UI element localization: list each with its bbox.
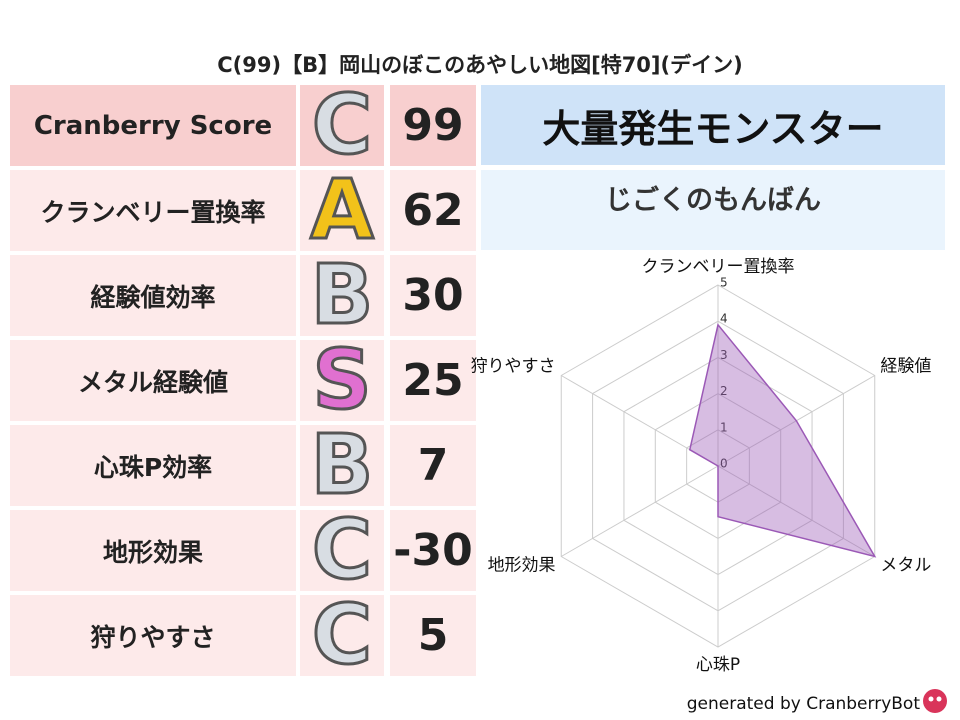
bot-icon bbox=[923, 689, 947, 713]
footer: generated by CranberryBot bbox=[686, 694, 920, 714]
r-tick-label: 1 bbox=[720, 420, 728, 434]
row-value: 5 bbox=[390, 595, 476, 676]
axis-spoke bbox=[560, 465, 719, 557]
r-tick-label: 0 bbox=[720, 457, 728, 471]
grade-letter: B bbox=[300, 417, 384, 515]
row-label: 地形効果 bbox=[10, 510, 296, 591]
row-value: 30 bbox=[390, 255, 476, 336]
row-value: -30 bbox=[390, 510, 476, 591]
row-value: 62 bbox=[390, 170, 476, 251]
row-value: 25 bbox=[390, 340, 476, 421]
category-label: クランベリー置換率 bbox=[642, 257, 795, 277]
grade-letter: C bbox=[300, 502, 384, 600]
row-label: 狩りやすさ bbox=[10, 595, 296, 676]
row-label: 心珠P効率 bbox=[10, 425, 296, 506]
grade-letter: C bbox=[300, 77, 384, 175]
row-value: 99 bbox=[390, 85, 476, 166]
grade-letter: A bbox=[300, 162, 384, 260]
icon-eye bbox=[936, 696, 942, 702]
monster-name: じごくのもんばん bbox=[481, 170, 945, 250]
category-label: 経験値 bbox=[880, 356, 931, 376]
category-label: メタル bbox=[880, 556, 931, 576]
row-label: Cranberry Score bbox=[10, 85, 296, 166]
r-tick-label: 5 bbox=[720, 276, 728, 290]
r-tick-label: 2 bbox=[720, 384, 728, 398]
row-label: メタル経験値 bbox=[10, 340, 296, 421]
data-area bbox=[688, 323, 877, 558]
category-label: 心珠P bbox=[696, 655, 740, 675]
page-title: C(99)【B】岡山のぼこのあやしい地図[特70](デイン) bbox=[217, 53, 743, 77]
grade-letter: C bbox=[300, 587, 384, 685]
side-header: 大量発生モンスター bbox=[481, 85, 945, 165]
icon-body bbox=[923, 689, 947, 713]
grade-letter: B bbox=[300, 247, 384, 345]
row-label: クランベリー置換率 bbox=[10, 170, 296, 251]
row-label: 経験値効率 bbox=[10, 255, 296, 336]
r-tick-label: 3 bbox=[720, 348, 728, 362]
category-label: 地形効果 bbox=[488, 556, 556, 576]
icon-eye bbox=[928, 696, 934, 702]
category-label: 狩りやすさ bbox=[471, 356, 556, 376]
grade-letter: S bbox=[300, 332, 384, 430]
axis-spoke bbox=[717, 465, 876, 557]
r-tick-label: 4 bbox=[720, 312, 728, 326]
row-value: 7 bbox=[390, 425, 476, 506]
